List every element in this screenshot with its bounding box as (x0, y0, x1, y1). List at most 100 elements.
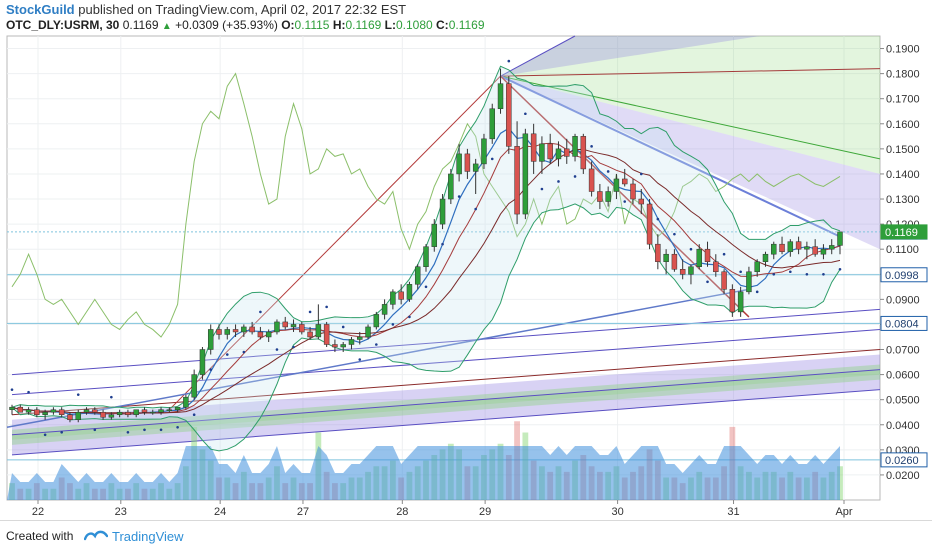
support-line (6, 288, 750, 429)
pitchfork-band (12, 364, 880, 445)
candle-down (332, 344, 338, 348)
sar-dot (358, 358, 362, 361)
candle-down (580, 136, 587, 170)
candle-up (489, 108, 495, 140)
candle-up (241, 326, 247, 333)
sar-dot (143, 428, 146, 432)
pitchfork-line (11, 349, 881, 416)
y-tick-label: 0.0500 (886, 395, 920, 407)
last-price: 0.1169 (122, 18, 159, 32)
trend-line (168, 75, 501, 411)
price-tag-label: 0.0804 (885, 318, 919, 330)
grid-lines (7, 36, 880, 500)
price-chart[interactable]: 0.1900 0.1800 0.1700 0.1600 0.1500 0.1400 0.13… (0, 0, 932, 520)
candle-up (688, 266, 694, 275)
sar-dot (706, 280, 709, 284)
price-tag (880, 315, 928, 331)
sar-dot (176, 425, 179, 429)
y-tick-label: 0.1500 (886, 144, 920, 156)
candle-down (34, 409, 40, 415)
x-tick-label: 30 (611, 506, 623, 518)
sar-dot (408, 315, 411, 319)
candle-down (655, 243, 661, 262)
open-label: O: (281, 18, 295, 32)
candle-down (216, 329, 222, 335)
sar-dot (375, 343, 378, 346)
sar-dot (43, 433, 47, 437)
trend-line (500, 75, 841, 238)
created-with-label: Created with (6, 529, 74, 543)
candle-up (423, 246, 429, 267)
candle-down (588, 168, 595, 192)
fib-fan-top (500, 36, 760, 77)
candle-up (828, 245, 835, 250)
y-tick-label: 0.1900 (886, 44, 920, 56)
sar-dot (126, 430, 130, 434)
publish-info: StockGuild published on TradingView.com,… (6, 2, 406, 17)
candle-down (547, 143, 553, 160)
tradingview-logo-icon[interactable] (84, 527, 108, 543)
candle-down (721, 271, 727, 290)
sar-dot (192, 413, 196, 417)
publisher-name[interactable]: StockGuild (6, 2, 75, 17)
time-axis[interactable]: 22 23 24 27 28 29 30 31 Apr (32, 500, 853, 518)
candle-down (257, 331, 264, 338)
sar-dot (341, 325, 345, 329)
x-tick-label: Apr (835, 506, 852, 518)
x-tick-label: 23 (115, 506, 127, 518)
sar-dot (159, 428, 163, 432)
candle-up (431, 223, 438, 247)
candle-up (340, 344, 346, 348)
candle-up (787, 241, 794, 252)
candle-up (837, 231, 843, 246)
candle-up (365, 326, 371, 338)
symbol-legend: OTC_DLY:USRM, 30 0.1169 ▲ +0.0309 (+35.9… (6, 18, 485, 32)
candle-down (307, 331, 313, 338)
price-tag-label: 0.1169 (885, 227, 918, 239)
candle-down (125, 411, 131, 415)
change-text: +0.0309 (+35.93%) (175, 18, 278, 32)
candle-up (116, 411, 123, 415)
candle-up (315, 324, 322, 338)
candle-down (141, 409, 148, 413)
sar-dot (10, 388, 14, 391)
pitchfork-line (11, 389, 881, 456)
candle-up (42, 411, 48, 415)
candle-up (456, 153, 462, 175)
high-value: 0.1169 (345, 18, 382, 32)
y-tick-label: 0.0700 (886, 345, 920, 357)
sar-dot (308, 310, 312, 314)
close-label: C: (436, 18, 449, 32)
pitchfork-band (12, 354, 880, 455)
candle-up (746, 271, 752, 293)
sar-dot (673, 232, 676, 236)
candle-up (472, 163, 479, 172)
sar-dot (524, 112, 527, 116)
price-tag (880, 267, 928, 283)
candle-up (771, 243, 777, 255)
candle-up (539, 143, 545, 162)
low-value: 0.1080 (395, 18, 433, 32)
price-axis[interactable]: 0.1900 0.1800 0.1700 0.1600 0.1500 0.1400 0.13… (880, 44, 928, 482)
sar-dot (739, 270, 742, 274)
sar-dot (822, 272, 825, 276)
y-tick-label: 0.0200 (886, 470, 920, 482)
candle-down (713, 261, 719, 273)
candle-up (572, 136, 578, 157)
y-tick-label: 0.1400 (886, 169, 920, 181)
candle-up (605, 191, 611, 202)
sar-dot (490, 157, 494, 161)
candle-down (795, 241, 802, 250)
candle-up (357, 336, 363, 340)
volume-area (7, 446, 840, 500)
sar-dot (275, 348, 279, 351)
sar-dot (242, 350, 246, 354)
fan-line (500, 35, 576, 77)
symbol-label: OTC_DLY:USRM, 30 (6, 18, 120, 32)
sar-dot (507, 59, 511, 63)
footer-bar: Created with TradingView (0, 520, 932, 551)
candle-up (439, 198, 446, 225)
tradingview-brand[interactable]: TradingView (112, 529, 184, 544)
indicator-line (11, 72, 841, 338)
candle-down (779, 243, 785, 252)
